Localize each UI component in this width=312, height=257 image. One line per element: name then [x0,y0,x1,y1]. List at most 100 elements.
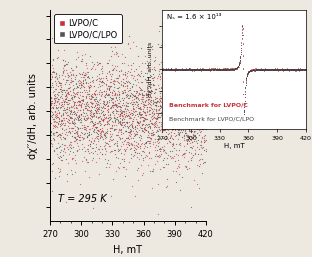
Point [208,69,213,73]
Point [97,123,102,127]
Point [258,68,263,72]
Point [165,118,170,122]
Point [236,65,241,69]
Point [166,67,171,71]
Point [101,94,106,98]
Point [299,68,304,72]
Point [232,68,237,72]
Point [74,130,79,134]
Point [79,123,84,127]
Point [54,125,59,129]
Point [108,112,113,116]
Point [66,92,71,96]
Point [159,96,164,100]
Point [214,67,219,71]
Point [144,93,149,97]
Point [106,84,111,88]
Point [52,79,57,83]
Point [174,106,179,110]
Point [106,109,111,114]
Point [164,141,169,145]
Point [153,121,158,125]
Point [120,84,125,88]
Point [167,82,172,86]
Point [196,67,201,71]
Point [181,68,186,72]
Point [230,67,235,71]
Point [260,67,265,71]
Point [296,68,301,72]
Point [192,68,197,72]
Point [92,98,97,102]
Point [248,68,253,72]
Point [285,68,290,72]
Point [90,75,95,79]
Point [174,67,179,71]
Point [131,106,136,110]
Point [85,70,90,74]
Point [187,100,192,105]
Point [166,108,171,112]
Point [198,110,203,114]
Point [155,129,160,133]
Point [171,61,176,66]
Point [122,107,127,111]
Point [265,67,270,71]
Point [64,95,69,99]
Point [232,66,237,70]
Point [265,67,270,71]
Point [161,39,166,43]
Point [290,67,295,71]
Point [163,150,168,154]
Point [178,143,183,147]
Point [129,143,134,147]
Point [163,162,168,166]
Point [289,68,294,72]
Point [49,82,54,87]
Point [250,68,255,72]
Point [194,119,199,123]
Point [303,67,308,71]
Point [86,86,91,90]
Point [291,68,296,72]
Point [78,113,83,117]
Point [167,117,172,122]
Point [180,100,185,105]
Point [165,68,170,72]
Point [67,109,72,113]
Point [178,84,183,88]
Point [124,104,129,108]
Point [181,67,186,71]
Point [75,100,80,104]
Point [149,122,154,126]
Point [93,108,98,112]
Point [79,116,84,120]
Point [190,68,195,72]
Point [107,135,112,140]
Point [237,61,242,65]
Point [160,68,165,72]
Point [166,137,171,141]
Point [53,72,58,76]
Point [285,67,290,71]
Point [203,68,208,72]
Point [272,68,277,72]
Point [71,89,76,94]
Point [119,120,124,124]
Point [191,67,196,71]
Point [117,116,122,120]
Point [228,67,233,71]
Point [196,109,201,114]
Point [238,50,243,54]
Point [69,96,74,100]
Point [63,100,68,104]
Point [195,145,200,150]
Point [122,165,127,169]
Point [65,107,70,111]
Point [274,67,279,71]
Point [117,148,122,152]
Point [177,67,182,71]
Point [197,68,202,72]
Point [66,102,71,106]
Point [300,67,305,71]
